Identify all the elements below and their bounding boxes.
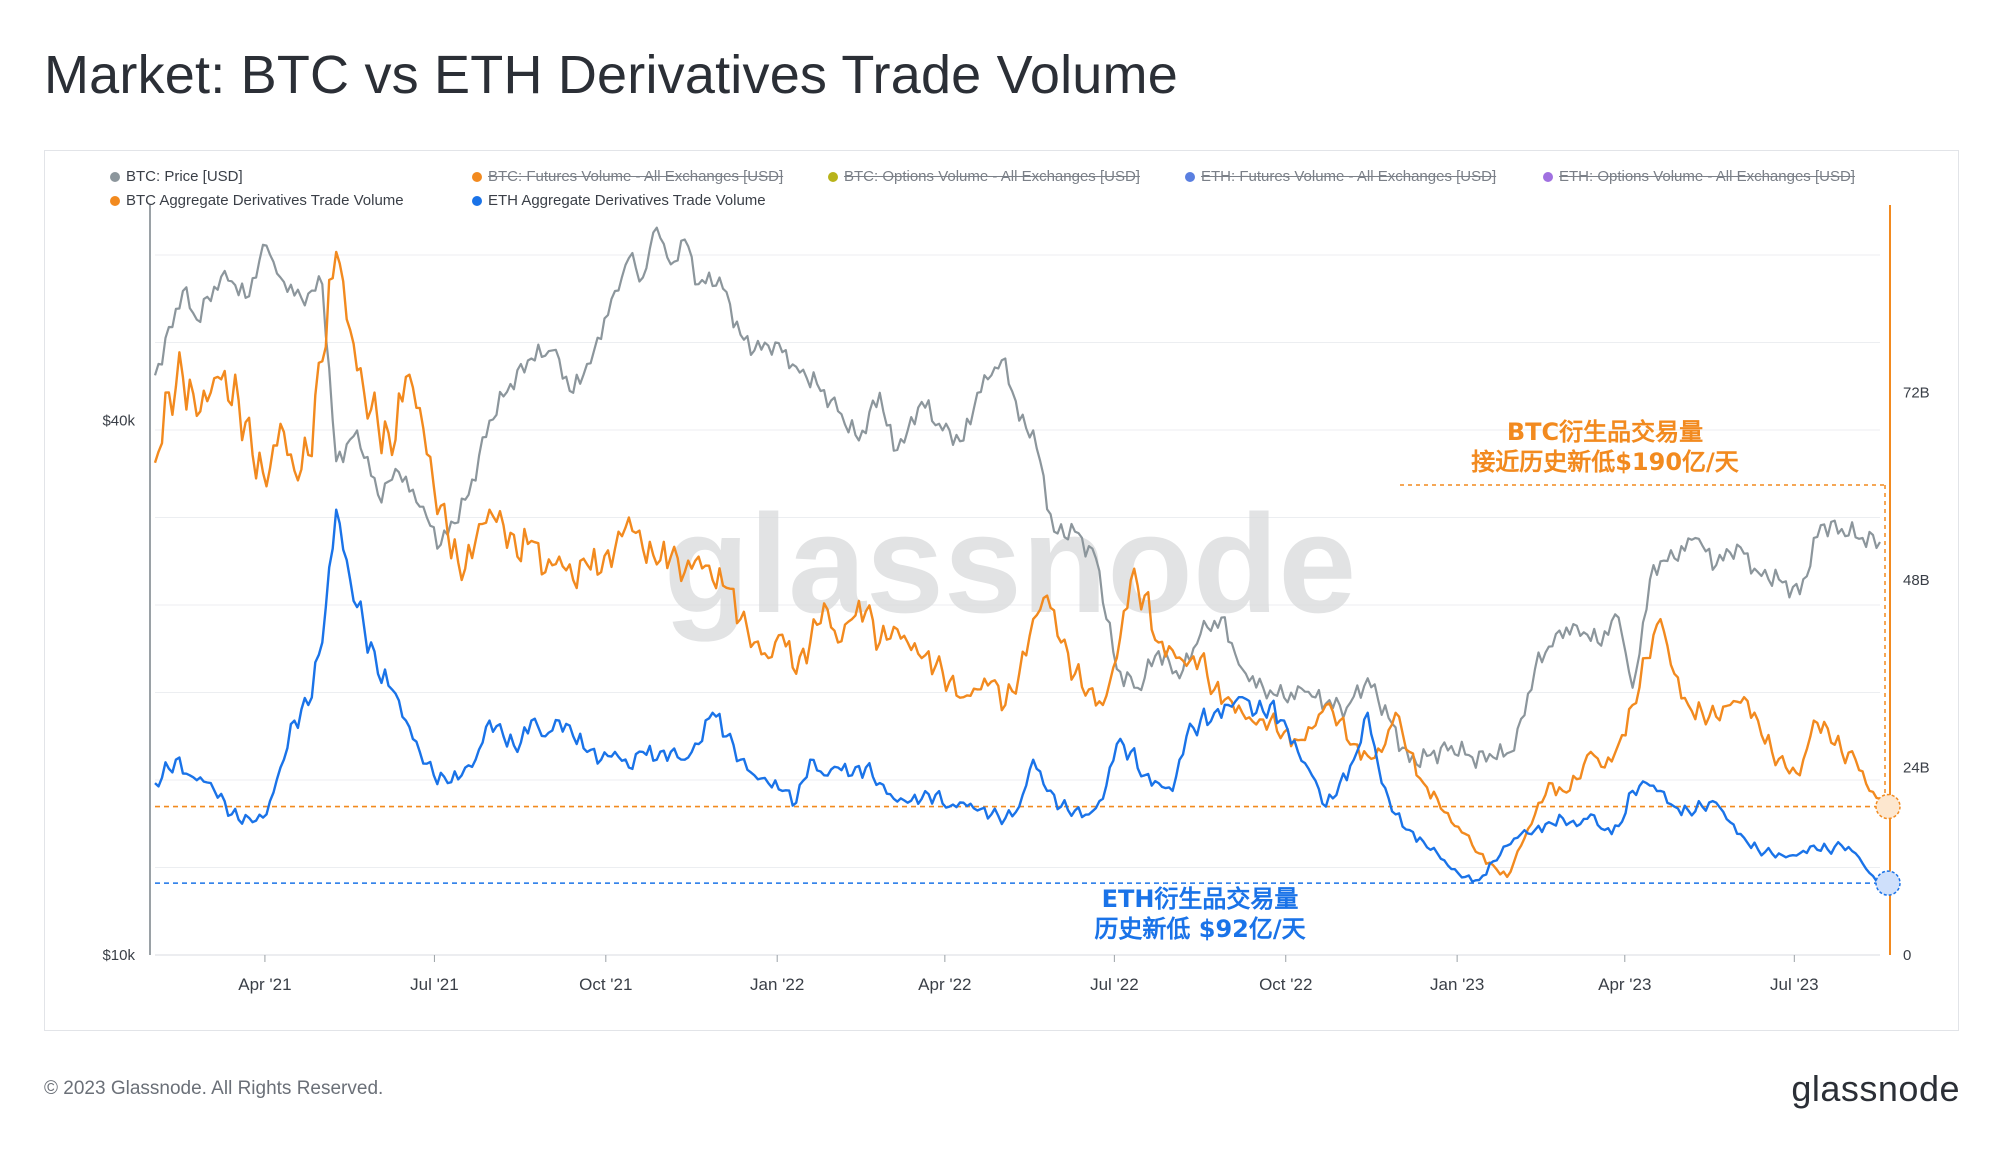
btc-annotation-line2: 接近历史新低$190亿/天 <box>1471 448 1739 476</box>
btc-endpoint-marker <box>1875 793 1901 820</box>
legend-label: BTC: Futures Volume - All Exchanges [USD… <box>488 168 784 185</box>
axes: $10k $40k 0 24B 48B 72B Apr '21 Jul '21 Oct '21 J… <box>102 205 1930 994</box>
x-tick-label: Oct '21 <box>579 975 632 994</box>
eth-volume-line <box>154 508 1881 883</box>
watermark: glassnode <box>664 485 1356 642</box>
legend-label: BTC: Options Volume - All Exchanges [USD… <box>844 168 1140 185</box>
eth-annotation-line1: ETH衍生品交易量 <box>1102 885 1299 913</box>
legend-label: BTC Aggregate Derivatives Trade Volume <box>126 192 404 209</box>
x-tick-label: Jan '23 <box>1430 975 1484 994</box>
legend: BTC: Price [USD] BTC: Futures Volume - Al… <box>110 168 1910 228</box>
btc-volume-line <box>153 250 1881 879</box>
legend-dot-icon <box>110 171 120 182</box>
legend-item[interactable]: ETH: Options Volume - All Exchanges [USD… <box>1543 168 1855 185</box>
legend-item[interactable]: BTC Aggregate Derivatives Trade Volume <box>110 192 404 209</box>
right-tick-label: 24B <box>1903 760 1930 777</box>
right-tick-label: 0 <box>1903 947 1911 964</box>
legend-item[interactable]: BTC: Futures Volume - All Exchanges [USD… <box>472 168 783 185</box>
legend-label: BTC: Price [USD] <box>126 168 243 185</box>
legend-item[interactable]: BTC: Options Volume - All Exchanges [USD… <box>828 168 1140 185</box>
x-tick-label: Apr '21 <box>238 975 291 994</box>
x-tick-label: Jul '22 <box>1090 975 1139 994</box>
series <box>153 226 1901 896</box>
x-tick-label: Jan '22 <box>750 975 804 994</box>
btc-annotation-line1: BTC衍生品交易量 <box>1507 418 1703 446</box>
eth-annotation-line2: 历史新低 $92亿/天 <box>1094 915 1305 943</box>
legend-dot-icon <box>110 195 120 206</box>
legend-item[interactable]: ETH Aggregate Derivatives Trade Volume <box>472 192 766 209</box>
x-tick-label: Apr '23 <box>1598 975 1651 994</box>
legend-label: ETH: Options Volume - All Exchanges [USD… <box>1559 168 1855 185</box>
left-tick-label: $40k <box>102 413 135 430</box>
right-tick-label: 48B <box>1903 572 1930 589</box>
legend-dot-icon <box>1543 171 1553 182</box>
glassnode-logo: glassnode <box>1791 1068 1960 1109</box>
x-tick-label: Apr '22 <box>918 975 971 994</box>
copyright: © 2023 Glassnode. All Rights Reserved. <box>44 1078 384 1099</box>
legend-dot-icon <box>1185 171 1195 182</box>
btc-price-line <box>153 226 1881 769</box>
eth-endpoint-marker <box>1875 870 1901 896</box>
legend-dot-icon <box>472 171 482 182</box>
legend-dot-icon <box>472 195 482 206</box>
legend-item[interactable]: BTC: Price [USD] <box>110 168 243 185</box>
left-tick-label: $10k <box>102 947 135 964</box>
x-tick-label: Jul '23 <box>1770 975 1819 994</box>
x-tick-label: Oct '22 <box>1259 975 1312 994</box>
legend-dot-icon <box>828 171 838 182</box>
legend-label: ETH: Futures Volume - All Exchanges [USD… <box>1201 168 1497 185</box>
page-title: Market: BTC vs ETH Derivatives Trade Vol… <box>44 45 1178 105</box>
x-tick-label: Jul '21 <box>410 975 459 994</box>
legend-item[interactable]: ETH: Futures Volume - All Exchanges [USD… <box>1185 168 1496 185</box>
right-tick-label: 72B <box>1903 385 1930 402</box>
reference-lines <box>155 484 1895 884</box>
chart-frame <box>44 150 1959 1031</box>
legend-label: ETH Aggregate Derivatives Trade Volume <box>488 192 766 209</box>
annotations: BTC衍生品交易量 接近历史新低$190亿/天 ETH衍生品交易量 历史新低 $… <box>1094 418 1738 943</box>
